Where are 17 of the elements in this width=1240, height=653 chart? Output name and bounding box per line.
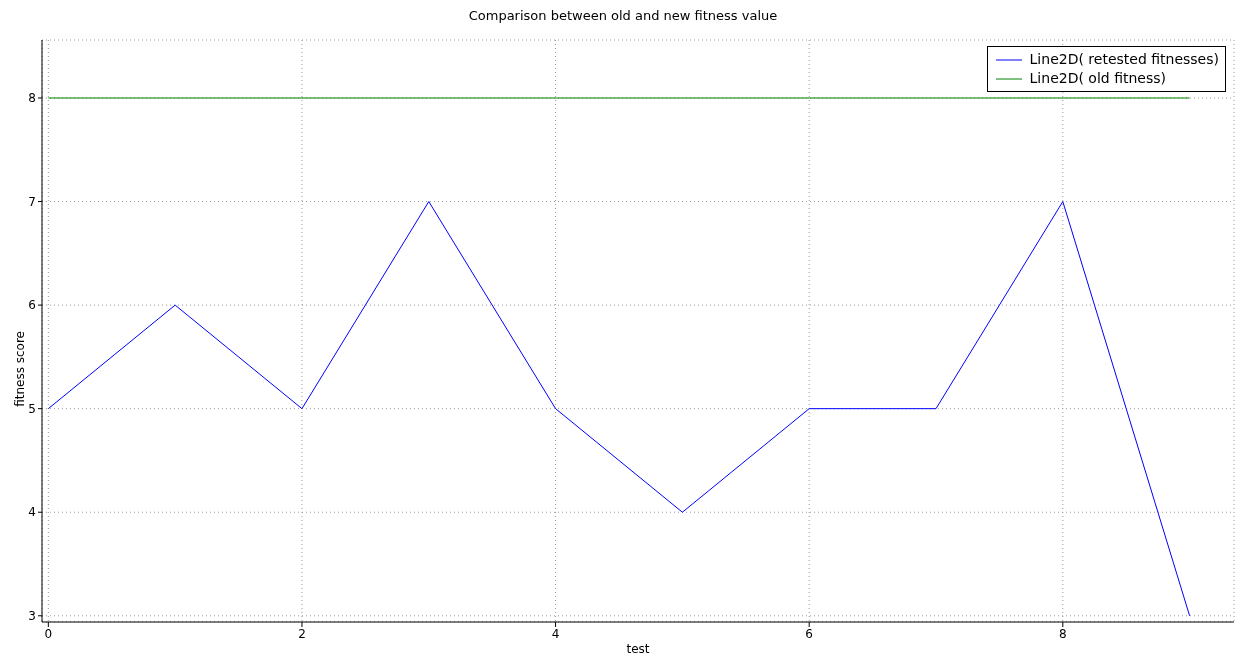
x-tick-label: 4 [551,626,560,641]
chart-title: Comparison between old and new fitness value [467,8,779,24]
y-tick-label: 8 [28,91,36,106]
legend-label: Line2D( retested fitnesses) [1029,50,1219,69]
y-tick-label: 3 [28,609,36,624]
line-series [47,201,1191,617]
x-tick-label: 6 [805,626,814,641]
x-tick-label: 0 [44,626,53,641]
y-tick-label: 4 [28,505,36,520]
y-tick-label: 7 [28,194,36,209]
y-tick-label: 6 [28,298,36,313]
x-tick-label: 8 [1058,626,1067,641]
y-tick-label: 5 [28,401,36,416]
x-axis-title: test [626,642,650,653]
legend-label: Line2D( old fitness) [1029,69,1166,88]
y-axis-title: fitness score [13,331,28,407]
x-tick-label: 2 [298,626,306,641]
